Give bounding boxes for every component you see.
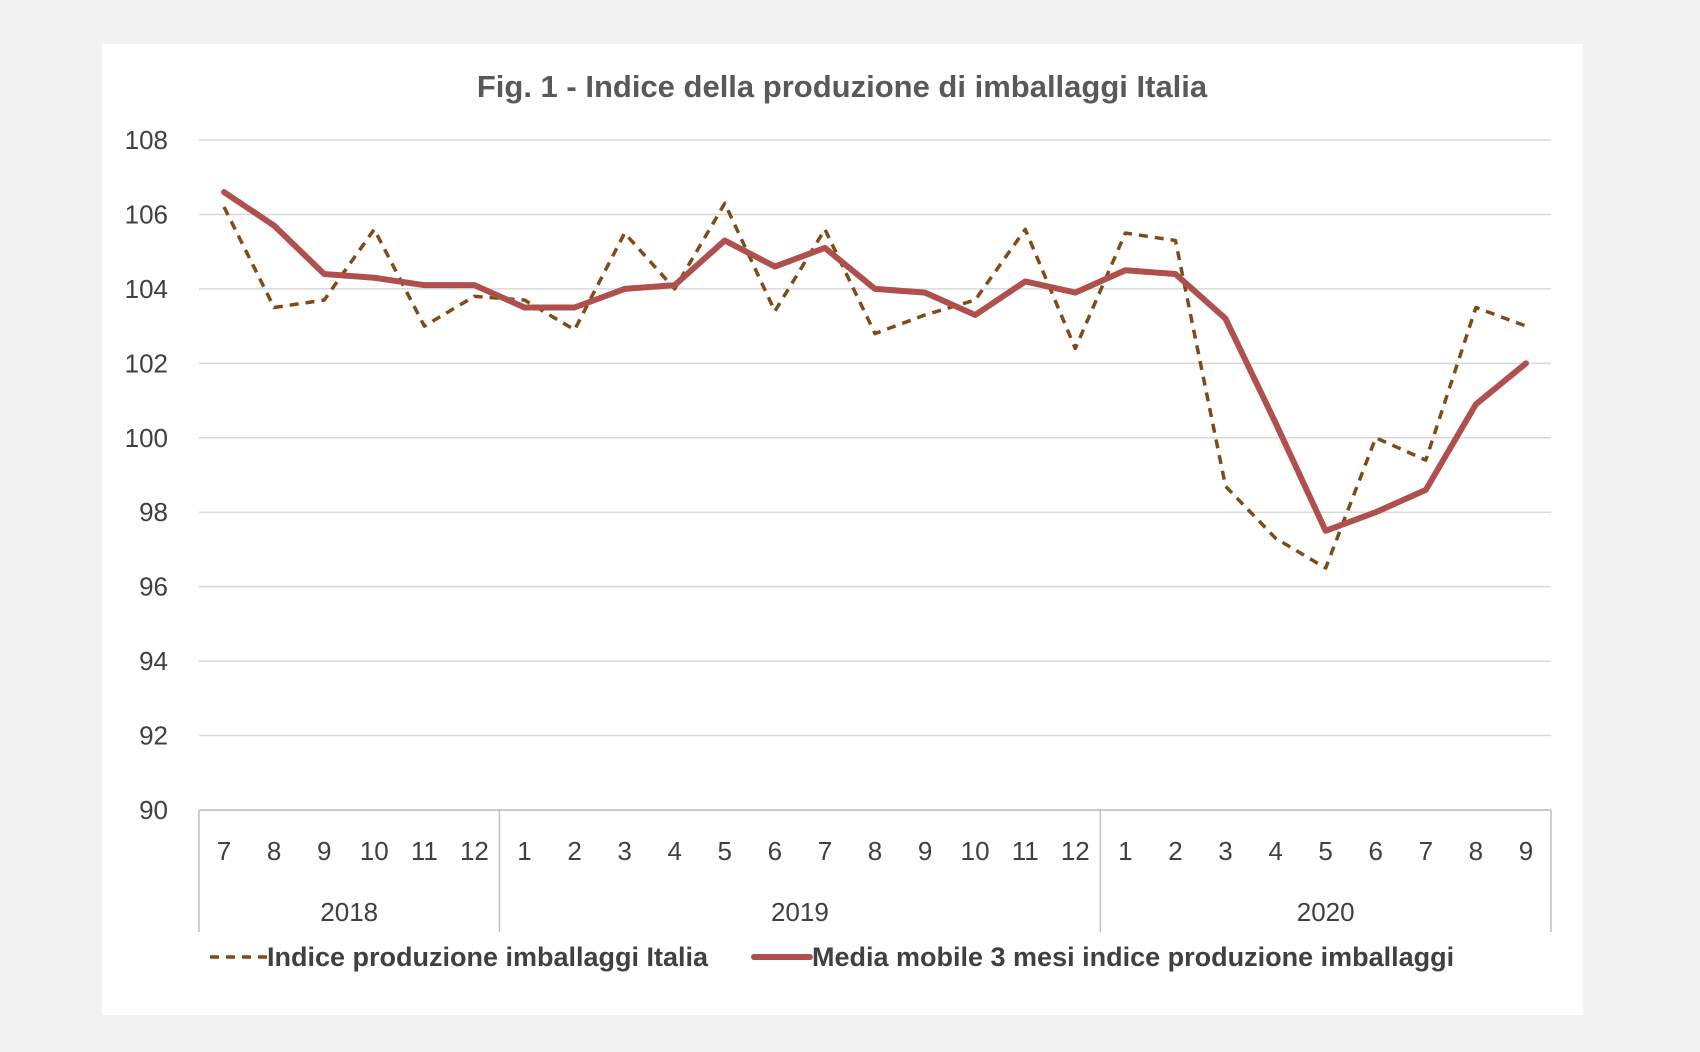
legend-label: Media mobile 3 mesi indice produzione im… [812,942,1454,972]
line-chart: Fig. 1 - Indice della produzione di imba… [125,69,1552,972]
y-tick-label: 98 [139,497,168,527]
x-tick-label: 8 [1469,836,1483,866]
chart-card: Fig. 1 - Indice della produzione di imba… [102,44,1583,1015]
x-tick-label: 9 [1519,836,1533,866]
x-tick-label: 5 [718,836,732,866]
x-tick-label: 5 [1318,836,1332,866]
x-tick-label: 4 [667,836,681,866]
x-tick-label: 4 [1268,836,1282,866]
x-tick-label: 10 [360,836,389,866]
x-tick-label: 6 [1369,836,1383,866]
x-tick-label: 9 [918,836,932,866]
x-tick-label: 8 [868,836,882,866]
y-tick-label: 100 [125,423,168,453]
series-line-1 [222,201,1527,570]
x-tick-label: 2 [567,836,581,866]
y-tick-label: 96 [139,572,168,602]
x-tick-label: 10 [961,836,990,866]
x-tick-label: 8 [267,836,281,866]
y-tick-label: 104 [125,274,168,304]
x-tick-label: 3 [1218,836,1232,866]
x-tick-label: 12 [460,836,489,866]
x-tick-label: 7 [818,836,832,866]
y-tick-label: 108 [125,125,168,155]
x-year-label: 2018 [320,897,378,927]
y-tick-label: 90 [139,795,168,825]
y-tick-label: 102 [125,348,168,378]
chart-title: Fig. 1 - Indice della produzione di imba… [477,69,1208,104]
x-tick-label: 1 [517,836,531,866]
x-tick-label: 7 [1419,836,1433,866]
x-tick-label: 12 [1061,836,1090,866]
y-tick-label: 106 [125,199,168,229]
x-tick-label: 2 [1168,836,1182,866]
x-tick-label: 9 [317,836,331,866]
x-tick-label: 1 [1118,836,1132,866]
y-tick-label: 94 [139,646,168,676]
x-tick-label: 11 [1012,836,1039,866]
x-year-label: 2020 [1297,897,1355,927]
series-line-2 [221,189,1529,534]
x-tick-label: 11 [411,836,438,866]
x-year-label: 2019 [771,897,829,927]
y-tick-label: 92 [139,721,168,751]
legend-label: Indice produzione imballaggi Italia [267,942,709,972]
x-tick-label: 6 [768,836,782,866]
x-tick-label: 7 [217,836,231,866]
x-tick-label: 3 [617,836,631,866]
